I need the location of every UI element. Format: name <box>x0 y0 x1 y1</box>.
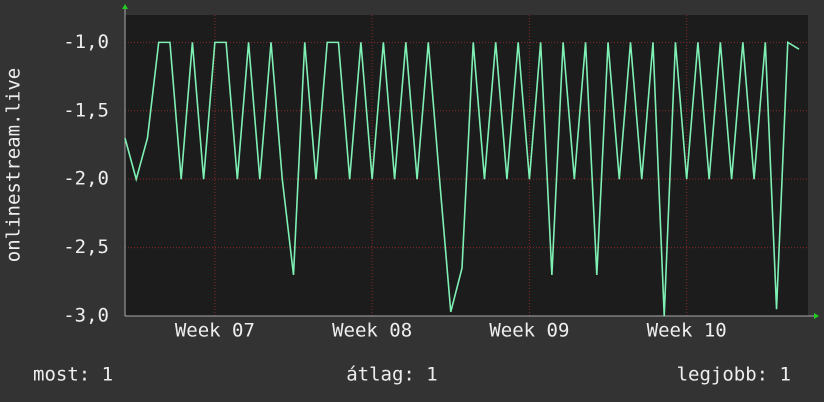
series-line <box>124 40 800 317</box>
stat-max: legjobb: 1 <box>677 364 791 386</box>
x-axis-arrow <box>814 313 819 319</box>
y-axis-label: onlinestream.live <box>3 68 25 262</box>
x-tick-label: Week 08 <box>332 320 412 342</box>
y-axis-arrow <box>122 4 128 9</box>
y-tick-label: -2,0 <box>63 168 109 190</box>
y-tick-label: -1,5 <box>63 99 109 121</box>
y-tick-label: -3,0 <box>63 305 109 327</box>
x-tick-label: Week 07 <box>175 320 255 342</box>
x-tick-label: Week 09 <box>489 320 569 342</box>
stat-now: most: 1 <box>33 364 113 386</box>
x-tick-label: Week 10 <box>647 320 727 342</box>
stat-average: átlag: 1 <box>346 364 438 386</box>
y-tick-label: -1,0 <box>63 31 109 53</box>
y-tick-label: -2,5 <box>63 236 109 258</box>
